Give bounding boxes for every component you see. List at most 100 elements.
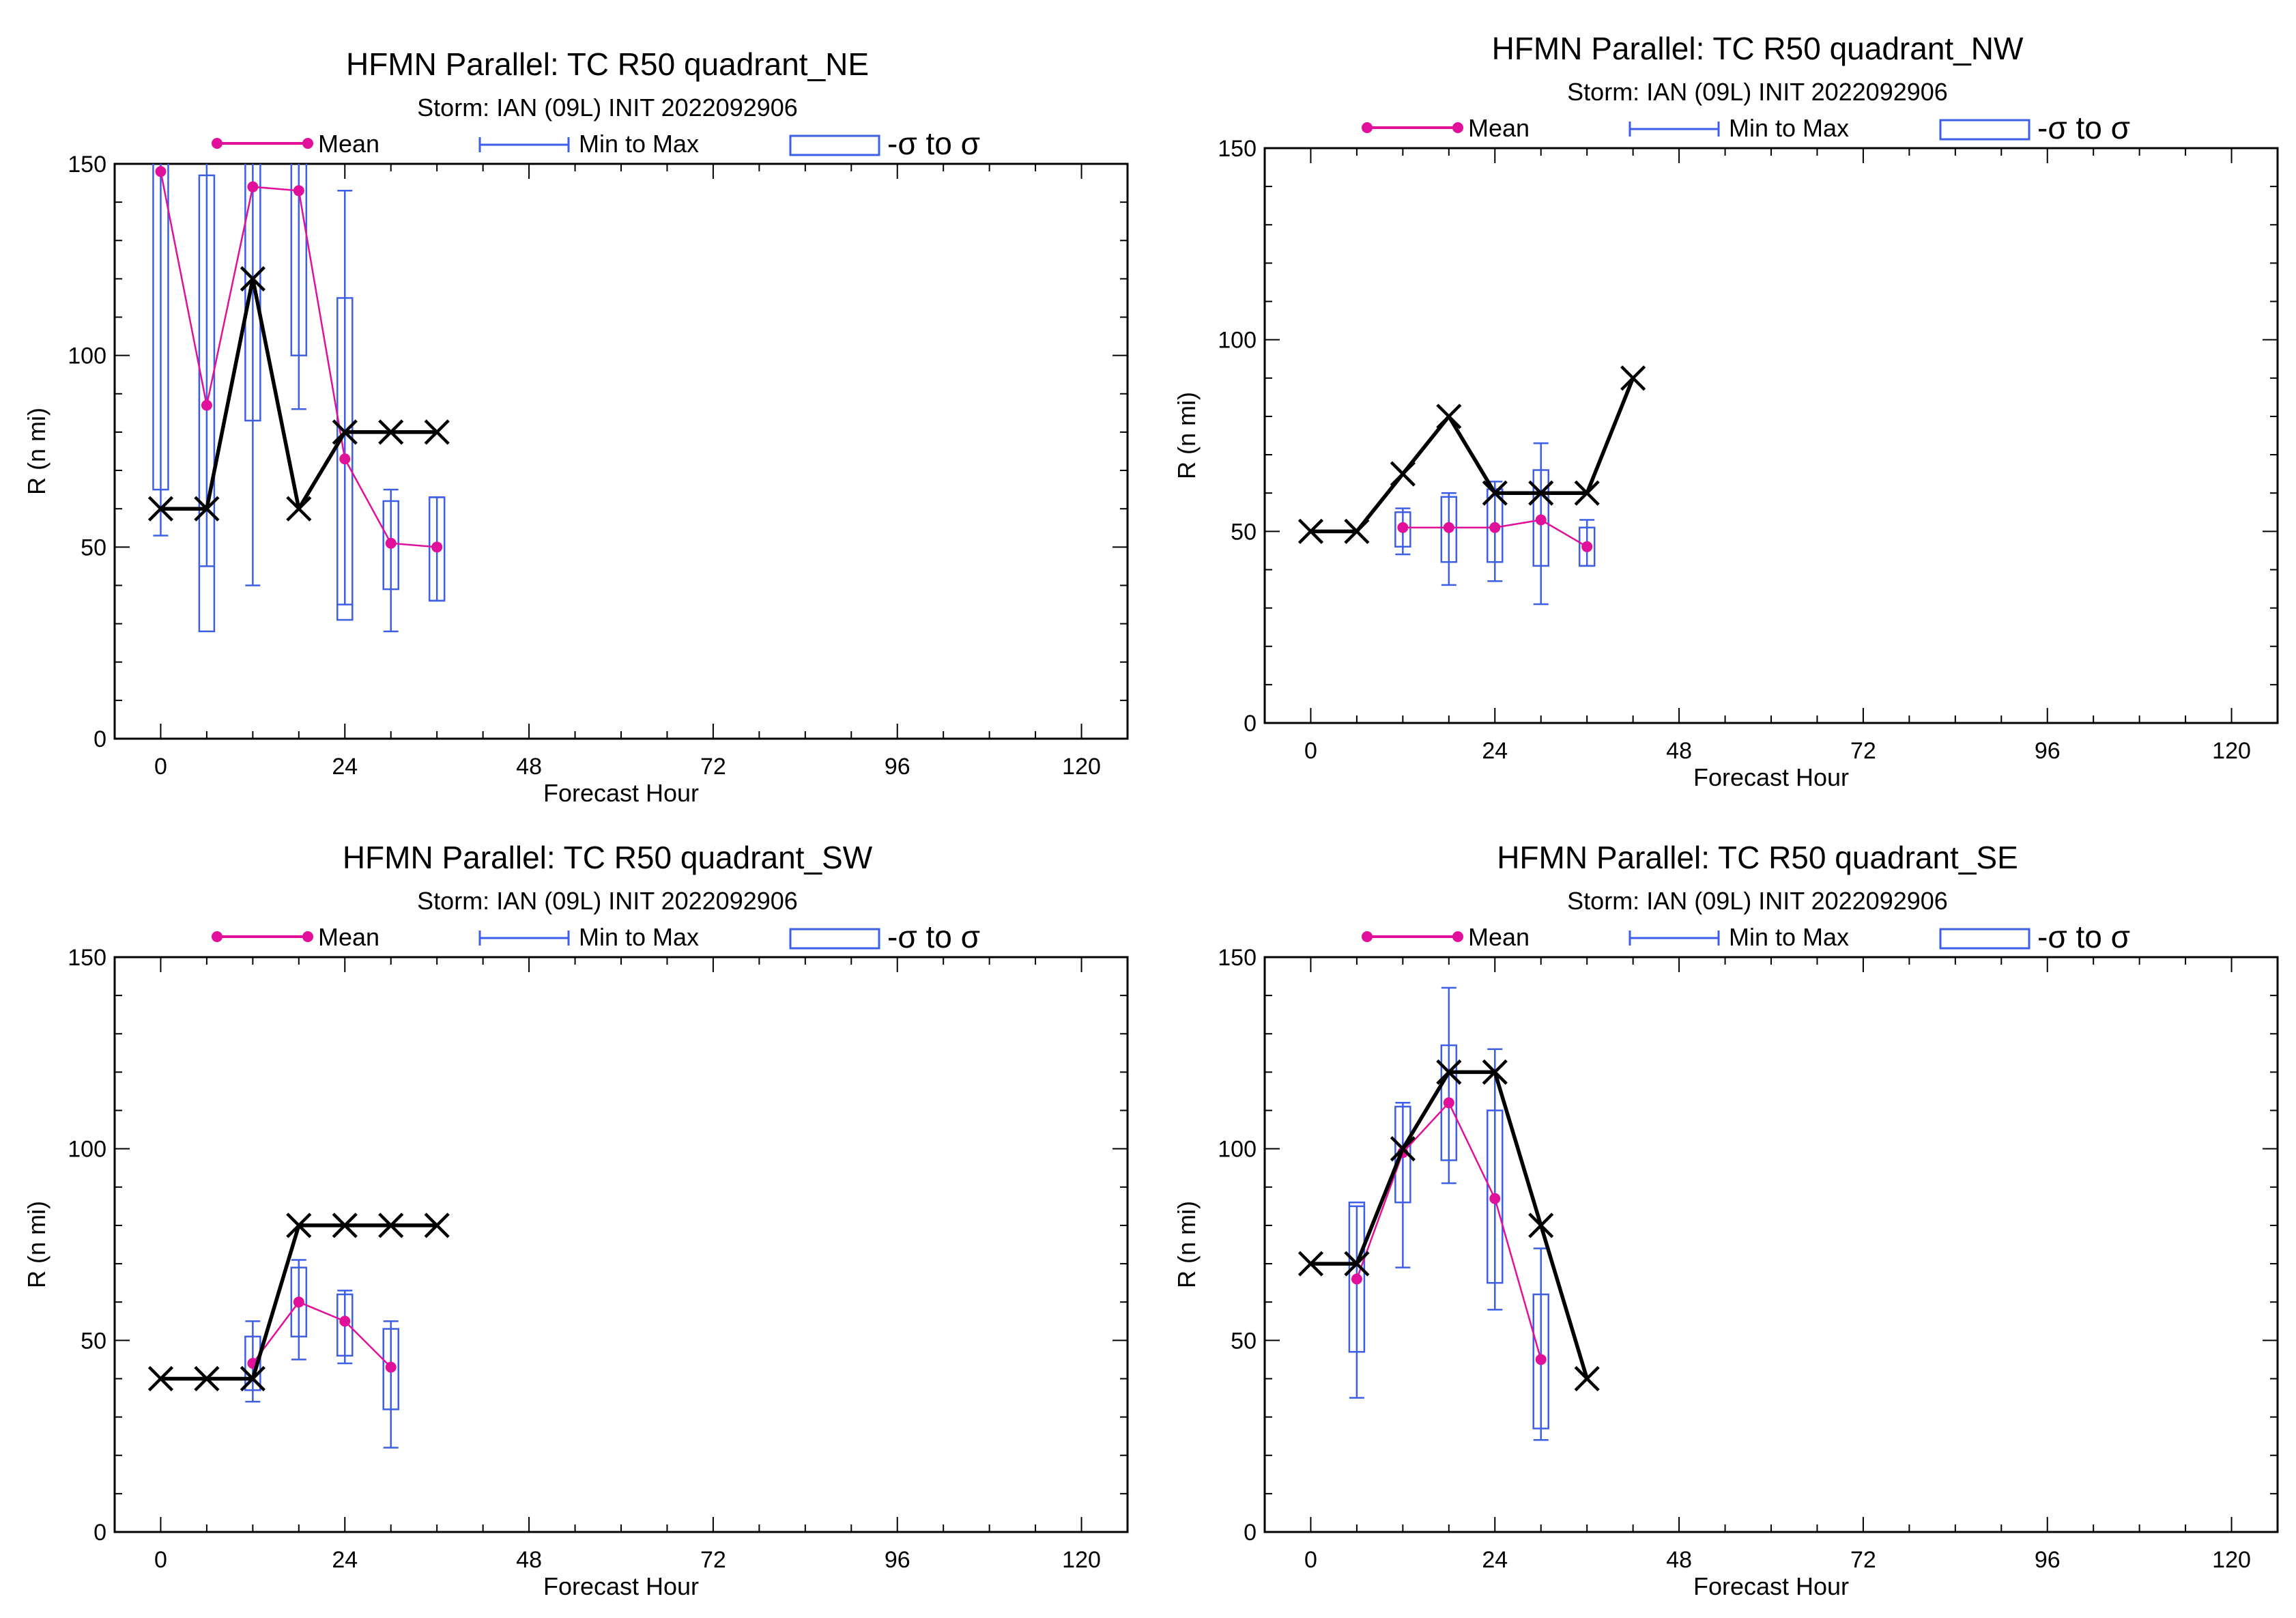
y-tick-label: 50	[1231, 519, 1257, 545]
y-axis-label: R (n mi)	[23, 408, 51, 495]
legend-mean-label: Mean	[1468, 114, 1530, 142]
x-tick-label: 96	[885, 754, 910, 780]
x-tick-label: 0	[1304, 1547, 1317, 1573]
plot-area: 0 24 48 72 96 120 0 50 100 150 Forecast Hour R (n m…	[1173, 136, 2279, 791]
y-tick-label: 50	[81, 535, 106, 560]
observed-point	[1620, 365, 1646, 391]
observed-point	[1344, 1251, 1370, 1277]
x-tick-label: 96	[2035, 1547, 2061, 1573]
legend-sigma-swatch	[789, 134, 880, 156]
observed-point	[147, 1365, 174, 1392]
series-layer	[147, 164, 450, 633]
y-axis-label: R (n mi)	[1173, 392, 1201, 479]
mean-point	[1443, 522, 1454, 533]
x-tick-label: 24	[1482, 1547, 1508, 1573]
x-tick-label: 24	[332, 754, 358, 780]
sigma-box	[1440, 1044, 1458, 1161]
legend-mean-label: Mean	[318, 130, 379, 158]
x-tick-label: 72	[700, 1547, 726, 1573]
mean-point	[1397, 522, 1409, 533]
observed-point	[378, 419, 404, 445]
y-tick-label: 150	[68, 945, 106, 971]
x-axis-label: Forecast Hour	[543, 1572, 699, 1600]
observed-point	[1482, 480, 1508, 506]
sigma-box	[1578, 526, 1596, 567]
series-layer	[1297, 987, 1600, 1441]
observed-point	[286, 496, 312, 522]
sigma-box	[428, 496, 446, 602]
mean-point	[1489, 522, 1501, 533]
mean-point	[1351, 1273, 1362, 1285]
y-tick-label: 100	[1218, 328, 1257, 354]
legend-mean-swatch	[212, 138, 313, 149]
y-tick-label: 150	[1218, 945, 1257, 971]
y-tick-label: 150	[68, 152, 106, 178]
legend-mean-label: Mean	[318, 923, 379, 951]
mean-point	[293, 185, 304, 197]
x-tick-label: 48	[516, 1547, 542, 1573]
chart-title: HFMN Parallel: TC R50 quadrant_NE	[346, 46, 869, 82]
observed-point	[1436, 403, 1462, 429]
x-tick-label: 120	[2212, 1547, 2251, 1573]
sigma-box	[336, 1293, 354, 1357]
y-tick-label: 0	[1244, 1520, 1257, 1546]
observed-point	[424, 1212, 450, 1238]
chart-title: HFMN Parallel: TC R50 quadrant_NW	[1492, 31, 2024, 66]
chart-title: HFMN Parallel: TC R50 quadrant_SE	[1497, 840, 2018, 875]
sigma-box	[290, 1266, 308, 1337]
sigma-box	[382, 500, 399, 591]
x-axis-label: Forecast Hour	[543, 779, 699, 807]
series-layer	[147, 1212, 450, 1449]
sigma-box	[382, 1328, 399, 1410]
observed-point	[1574, 1365, 1600, 1392]
sigma-box	[198, 174, 216, 633]
observed-point	[240, 266, 266, 292]
x-axis-label: Forecast Hour	[1693, 763, 1849, 791]
y-tick-label: 100	[68, 1137, 106, 1163]
legend-sigma-label: -σ to σ	[887, 919, 980, 954]
legend-mean-label: Mean	[1468, 923, 1530, 951]
observed-point	[1482, 1059, 1508, 1085]
legend: Mean Min to Max -σ to σ	[1362, 919, 2130, 954]
observed-point	[378, 1212, 404, 1238]
mean-point	[385, 1361, 397, 1373]
legend-sigma-swatch	[1939, 119, 2030, 141]
mean-point	[1443, 1097, 1454, 1109]
sigma-box	[336, 297, 354, 621]
sigma-box	[1394, 511, 1411, 548]
legend: Mean Min to Max -σ to σ	[212, 126, 980, 161]
observed-point	[1528, 480, 1554, 506]
chart-subtitle: Storm: IAN (09L) INIT 2022092906	[417, 94, 798, 122]
observed-point	[1297, 518, 1324, 544]
legend-mean-swatch	[1362, 122, 1463, 133]
mean-point	[247, 181, 259, 193]
x-tick-label: 96	[885, 1547, 910, 1573]
mean-point	[431, 541, 443, 553]
legend-minmax-swatch	[478, 137, 570, 152]
legend-sigma-label: -σ to σ	[887, 126, 980, 161]
sigma-box	[244, 1335, 261, 1391]
y-tick-label: 0	[94, 1520, 106, 1546]
x-tick-label: 72	[1850, 738, 1876, 764]
observed-point	[147, 496, 174, 522]
y-tick-label: 0	[1244, 711, 1257, 737]
chart-panel-ne: HFMN Parallel: TC R50 quadrant_NE Storm:…	[23, 46, 1129, 807]
x-tick-label: 120	[1062, 1547, 1101, 1573]
observed-point	[194, 496, 220, 522]
mean-point	[339, 453, 351, 465]
mean-point	[293, 1296, 304, 1308]
y-tick-label: 150	[1218, 136, 1257, 162]
x-tick-label: 0	[154, 754, 167, 780]
observed-point	[1528, 1212, 1554, 1238]
plot-area: 0 24 48 72 96 120 0 50 100 150 Forecast Hour R (n m…	[23, 152, 1129, 807]
y-tick-label: 100	[1218, 1137, 1257, 1163]
mean-point	[1535, 514, 1547, 526]
chart-subtitle: Storm: IAN (09L) INIT 2022092906	[417, 887, 798, 915]
y-tick-label: 0	[94, 726, 106, 752]
sigma-box	[244, 164, 261, 422]
x-tick-label: 120	[2212, 738, 2251, 764]
legend-minmax-swatch	[478, 931, 570, 946]
sigma-box	[1487, 1109, 1504, 1284]
observed-point	[240, 1365, 266, 1392]
series-layer	[1297, 365, 1646, 606]
